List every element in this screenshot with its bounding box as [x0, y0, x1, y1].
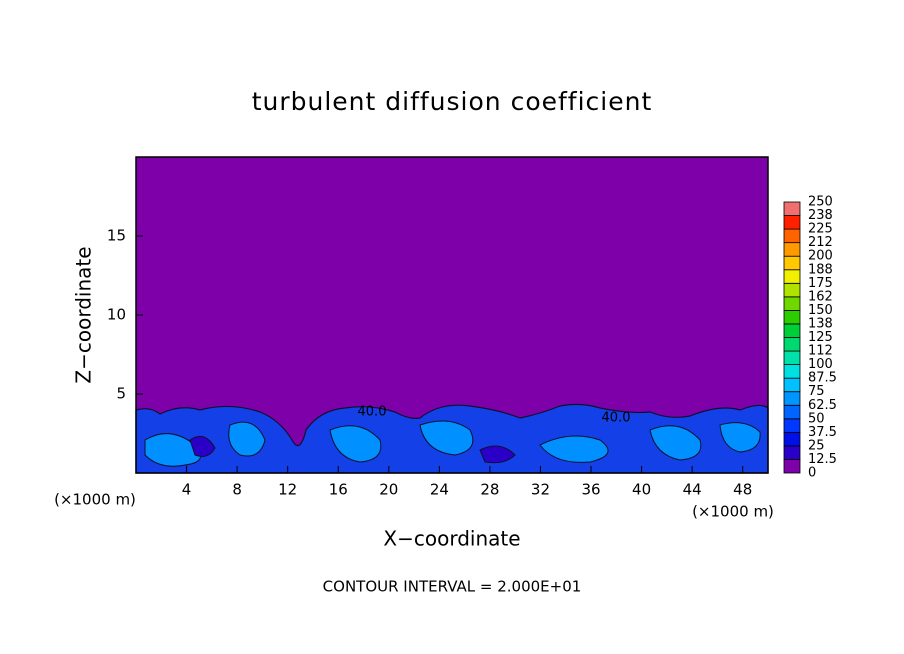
colorbar-label: 125 [808, 330, 833, 345]
colorbar-label: 62.5 [808, 398, 837, 413]
colorbar-bin [783, 215, 801, 230]
contour-label: 40.0 [358, 405, 387, 420]
colorbar-bin [783, 350, 801, 365]
colorbar-bin [783, 255, 801, 271]
x-tick-label: 24 [430, 481, 449, 499]
colorbar-bin [783, 201, 801, 216]
colorbar-label: 37.5 [808, 425, 837, 440]
colorbar-bin [783, 445, 801, 460]
colorbar-label: 175 [808, 276, 833, 291]
colorbar-label: 225 [808, 222, 833, 237]
colorbar-label: 75 [808, 384, 825, 399]
colorbar-bin [783, 296, 801, 311]
x-unit-label: (×1000 m) [54, 491, 136, 509]
colorbar-bin [783, 242, 801, 257]
y-tick-label: 5 [116, 385, 126, 403]
colorbar-bin [783, 309, 801, 325]
chart-title: turbulent diffusion coefficient [252, 87, 653, 116]
colorbar-label: 87.5 [808, 371, 837, 386]
x-tick-label: 12 [278, 481, 297, 499]
colorbar-bin [783, 404, 801, 420]
contour-patch [144, 420, 761, 467]
colorbar-label: 162 [808, 289, 833, 304]
colorbar-bin [783, 391, 801, 406]
x-tick-label: 16 [329, 481, 348, 499]
y-tick-label: 15 [107, 227, 126, 245]
x-unit-label: (×1000 m) [692, 503, 774, 521]
colorbar-bin [783, 228, 801, 244]
colorbar-label: 12.5 [808, 452, 837, 467]
colorbar-bin [783, 269, 801, 284]
colorbar-label: 138 [808, 316, 833, 331]
colorbar-bin [783, 418, 801, 433]
colorbar-bin [783, 431, 801, 447]
x-tick-label: 44 [683, 481, 702, 499]
colorbar-label: 112 [808, 344, 833, 359]
colorbar-label: 250 [808, 195, 833, 210]
colorbar-bin [783, 282, 801, 298]
x-tick-label: 4 [182, 481, 192, 499]
colorbar-bin [783, 323, 801, 338]
colorbar-label: 150 [808, 303, 833, 318]
colorbar-label: 100 [808, 357, 833, 372]
x-tick-label: 20 [379, 481, 398, 499]
y-tick-label: 10 [107, 306, 126, 324]
x-tick-label: 32 [531, 481, 550, 499]
colorbar-label: 50 [808, 411, 825, 426]
contour-patch [189, 435, 516, 464]
x-tick-label: 28 [480, 481, 499, 499]
colorbar-bin [783, 337, 801, 352]
colorbar-bin [783, 364, 801, 379]
colorbar-label: 212 [808, 235, 833, 250]
colorbar-label: 25 [808, 438, 825, 453]
y-axis-label: Z−coordinate [72, 246, 96, 383]
x-tick-label: 48 [733, 481, 752, 499]
colorbar-label: 200 [808, 249, 833, 264]
contour-label: 40.0 [602, 411, 631, 426]
x-tick-label: 8 [232, 481, 242, 499]
footer-note: CONTOUR INTERVAL = 2.000E+01 [323, 578, 582, 596]
colorbar-bin [783, 459, 801, 474]
x-tick-label: 36 [581, 481, 600, 499]
colorbar-label: 188 [808, 262, 833, 277]
colorbar-label: 238 [808, 208, 833, 223]
x-tick-label: 40 [632, 481, 651, 499]
colorbar-bin [783, 377, 801, 393]
x-axis-label: X−coordinate [383, 527, 520, 551]
colorbar-label: 0 [808, 466, 816, 481]
